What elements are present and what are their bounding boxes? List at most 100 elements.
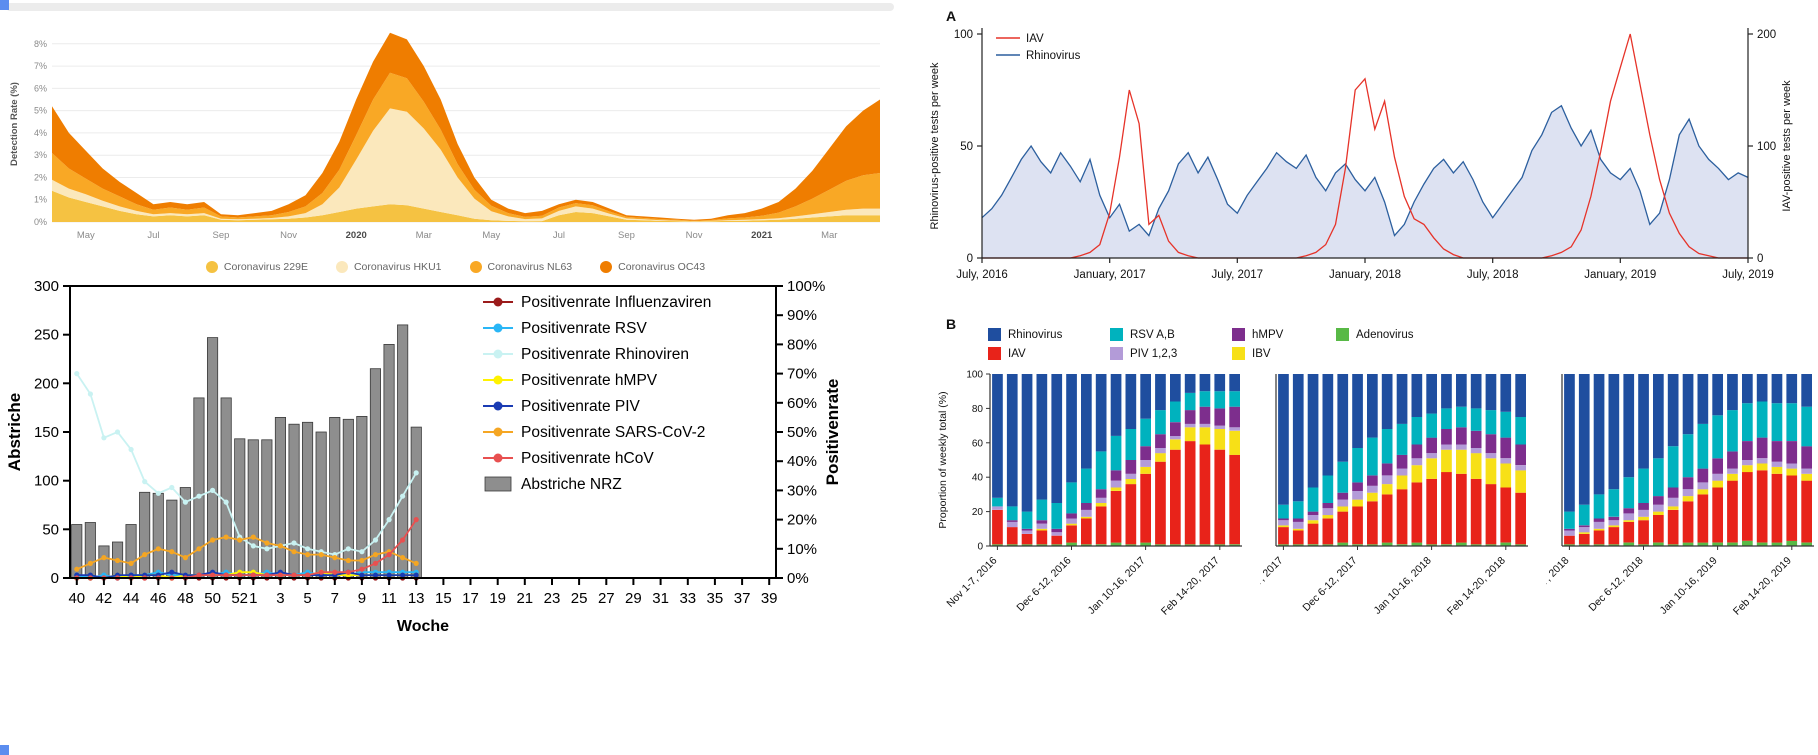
svg-text:Positivenrate SARS-CoV-2: Positivenrate SARS-CoV-2 (521, 424, 705, 441)
svg-text:January, 2019: January, 2019 (1584, 269, 1656, 281)
svg-text:42: 42 (96, 590, 113, 607)
chart-nrz-weekly: 0 50 100 150 200 250 300 0% 10% 20% 30% 40% 50% 60% 70… (4, 268, 884, 677)
svg-text:1: 1 (249, 590, 257, 607)
svg-text:150: 150 (34, 424, 59, 441)
svg-text:9: 9 (358, 590, 366, 607)
svg-text:3: 3 (276, 590, 284, 607)
svg-text:40%: 40% (787, 453, 817, 470)
svg-text:Positivenrate RSV: Positivenrate RSV (521, 320, 647, 337)
svg-text:80%: 80% (787, 336, 817, 353)
svg-text:25: 25 (571, 590, 588, 607)
svg-text:21: 21 (516, 590, 533, 607)
legend-color-dot-icon (205, 261, 218, 273)
panel-a-svg: 0 50 100 0 100 200 July, 2016 January, 2017 July… (929, 28, 1793, 281)
svg-text:Rhinovirus-positive tests per: Rhinovirus-positive tests per week (929, 62, 941, 229)
legend-color-dot-icon (335, 261, 348, 273)
svg-text:Sep: Sep (618, 230, 635, 241)
svg-text:52: 52 (231, 590, 248, 607)
corner-artifact-icon (0, 745, 9, 755)
svg-text:13: 13 (408, 590, 425, 607)
legend-item-iav: IAV (988, 347, 1110, 360)
legend-label: hMPV (1252, 328, 1284, 341)
legend-item-rhinovirus: Rhinovirus (988, 328, 1110, 341)
svg-text:15: 15 (435, 590, 452, 607)
svg-text:Positivenrate Influenzaviren: Positivenrate Influenzaviren (521, 294, 711, 311)
svg-text:7%: 7% (34, 61, 47, 71)
panel-b-subchart-1: 0 20 40 60 80 100 Proportion of weekly total (… (934, 370, 1250, 627)
svg-text:100: 100 (966, 370, 983, 381)
svg-text:Rhinovirus: Rhinovirus (1026, 50, 1081, 62)
svg-text:Abstriche: Abstriche (5, 393, 24, 471)
svg-text:200: 200 (1757, 29, 1776, 41)
svg-text:46: 46 (150, 590, 167, 607)
svg-text:44: 44 (123, 590, 140, 607)
svg-text:5%: 5% (34, 106, 47, 116)
corner-artifact-icon (0, 0, 9, 10)
svg-text:39: 39 (761, 590, 778, 607)
legend-color-swatch-icon (1336, 328, 1349, 341)
svg-text:Dec 6-12, 2017: Dec 6-12, 2017 (1300, 555, 1359, 614)
nrz-bar-line-chart: 0 50 100 150 200 250 300 0% 10% 20% 30% 40% 50% 60% 70… (4, 268, 884, 677)
chart-corona-detection: 0% 1% 2% 3% 4% 5% 6% 7% 8% May Jul Sep Nov 2020 Mar May… (6, 12, 905, 273)
svg-text:60: 60 (972, 438, 984, 449)
svg-text:200: 200 (34, 375, 59, 392)
svg-text:Positivenrate: Positivenrate (823, 379, 842, 486)
svg-text:July, 2017: July, 2017 (1212, 269, 1264, 281)
svg-text:Detection Rate (%): Detection Rate (%) (9, 82, 20, 166)
svg-text:Dec 6-12, 2016: Dec 6-12, 2016 (1014, 555, 1073, 614)
svg-text:0%: 0% (787, 570, 809, 587)
legend-color-dot-icon (469, 261, 482, 273)
svg-text:Feb 14-20, 2019: Feb 14-20, 2019 (1731, 555, 1794, 618)
svg-text:60%: 60% (787, 395, 817, 412)
svg-text:Feb 14-20, 2018: Feb 14-20, 2018 (1445, 555, 1508, 618)
svg-text:Positivenrate hCoV: Positivenrate hCoV (521, 450, 654, 467)
svg-text:50%: 50% (787, 424, 817, 441)
svg-text:Nov 1-7, 2018: Nov 1-7, 2018 (1546, 555, 1572, 610)
svg-text:70%: 70% (787, 366, 817, 383)
svg-text:0: 0 (967, 253, 973, 265)
svg-text:48: 48 (177, 590, 194, 607)
legend-label: PIV 1,2,3 (1130, 347, 1178, 360)
svg-text:Nov: Nov (280, 230, 297, 241)
svg-text:250: 250 (34, 327, 59, 344)
svg-text:17: 17 (462, 590, 479, 607)
svg-text:IAV-positive tests per week: IAV-positive tests per week (1781, 80, 1793, 212)
legend-color-swatch-icon (1110, 328, 1123, 341)
svg-text:Abstriche NRZ: Abstriche NRZ (521, 476, 622, 493)
svg-text:31: 31 (652, 590, 669, 607)
legend-label: Rhinovirus (1008, 328, 1063, 341)
svg-text:Positivenrate hMPV: Positivenrate hMPV (521, 372, 658, 389)
svg-text:May: May (77, 230, 95, 241)
legend-item-coronavirus-hku1: Coronavirus HKU1 (335, 261, 442, 273)
svg-text:37: 37 (734, 590, 751, 607)
legend-label: IBV (1252, 347, 1271, 360)
legend-item-ibv: IBV (1232, 347, 1336, 360)
svg-text:300: 300 (34, 278, 59, 295)
svg-text:2%: 2% (34, 173, 47, 183)
legend-color-dot-icon (600, 261, 613, 273)
svg-text:0%: 0% (34, 217, 47, 227)
panel-a-label: A (946, 8, 957, 24)
svg-text:11: 11 (381, 590, 397, 607)
svg-text:Jan 10-16, 2019: Jan 10-16, 2019 (1658, 555, 1720, 617)
legend-color-swatch-icon (988, 328, 1001, 341)
legend-item-coronavirus-229e: Coronavirus 229E (205, 261, 308, 273)
legend-color-swatch-icon (1232, 347, 1245, 360)
svg-text:Mar: Mar (821, 230, 837, 241)
panel-b-label: B (946, 316, 957, 332)
svg-text:July, 2019: July, 2019 (1722, 269, 1774, 281)
svg-text:Dec 6-12, 2018: Dec 6-12, 2018 (1586, 555, 1645, 614)
svg-text:Positivenrate PIV: Positivenrate PIV (521, 398, 641, 415)
panel-b-subcharts: 0 20 40 60 80 100 Proportion of weekly total (… (934, 370, 1818, 627)
legend-item-coronavirus-nl63: Coronavirus NL63 (469, 261, 572, 273)
legend-item-rsv-a-b: RSV A,B (1110, 328, 1232, 341)
svg-text:29: 29 (625, 590, 642, 607)
svg-text:Mar: Mar (416, 230, 432, 241)
svg-text:80: 80 (972, 404, 984, 415)
horizontal-scrollbar[interactable] (6, 3, 894, 11)
svg-text:90%: 90% (787, 307, 817, 324)
svg-text:100: 100 (954, 29, 973, 41)
panel-b-legend: Rhinovirus RSV A,B hMPV Adenovirus IAV PIV 1,… (988, 328, 1818, 360)
svg-text:27: 27 (598, 590, 615, 607)
